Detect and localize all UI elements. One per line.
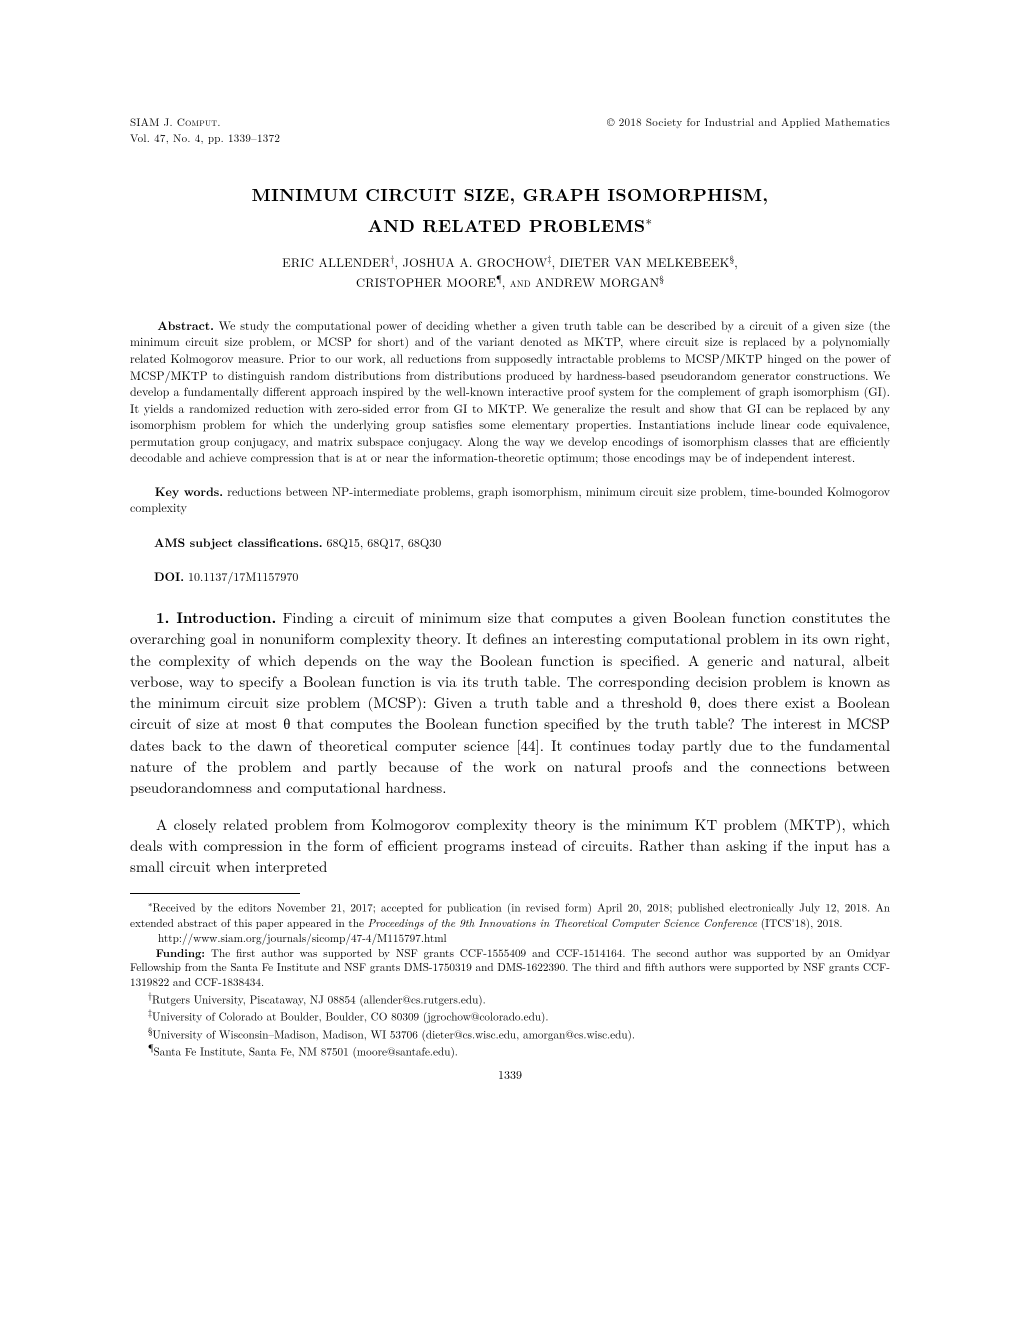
page-number: 1339	[130, 1066, 890, 1083]
author-4: CRISTOPHER MOORE	[356, 274, 496, 292]
footnote-affil-1: †Rutgers University, Piscataway, NJ 0885…	[130, 990, 890, 1008]
author-5: ANDREW MORGAN	[535, 274, 659, 292]
author-1: ERIC ALLENDER	[282, 253, 390, 271]
keywords-label: Key words.	[155, 482, 223, 500]
title-footnote-mark: ∗	[645, 210, 652, 229]
abstract-label: Abstract.	[157, 316, 214, 334]
copyright-line: © 2018 Society for Industrial and Applie…	[607, 115, 890, 130]
ams-label: AMS subject classifications.	[154, 533, 323, 551]
doi-text: 10.1137/17M1157970	[184, 568, 298, 585]
author-5-mark: §	[659, 272, 664, 285]
footnote-affil-3: §University of Wisconsin–Madison, Madiso…	[130, 1025, 890, 1043]
section-heading: 1. Introduction.	[156, 607, 276, 628]
paper-title-line2: AND RELATED PROBLEMS∗	[130, 210, 890, 238]
ams-text: 68Q15, 68Q17, 68Q30	[323, 534, 442, 551]
paper-page: SIAM J. Comput. © 2018 Society for Indus…	[0, 0, 1020, 1143]
volume-line: Vol. 47, No. 4, pp. 1339–1372	[130, 131, 890, 146]
author-block: ERIC ALLENDER†, JOSHUA A. GROCHOW‡, DIET…	[130, 252, 890, 293]
author-2: JOSHUA A. GROCHOW	[403, 253, 548, 271]
abstract-block: Abstract. We study the computational pow…	[130, 317, 890, 467]
keywords-text: reductions between NP-intermediate probl…	[130, 483, 890, 517]
doi-label: DOI.	[154, 567, 184, 585]
intro-paragraph-1-text: Finding a circuit of minimum size that c…	[130, 607, 890, 798]
ams-block: AMS subject classifications. 68Q15, 68Q1…	[130, 533, 890, 551]
footnote-affil-4: ¶Santa Fe Institute, Santa Fe, NM 87501 …	[130, 1042, 890, 1060]
abstract-text: We study the computational power of deci…	[130, 317, 890, 466]
footnote-rule	[130, 893, 300, 894]
keywords-block: Key words. reductions between NP-interme…	[130, 483, 890, 517]
footnote-received: ∗Received by the editors November 21, 20…	[130, 898, 890, 930]
running-header: SIAM J. Comput. © 2018 Society for Indus…	[130, 115, 890, 130]
paper-title-line1: MINIMUM CIRCUIT SIZE, GRAPH ISOMORPHISM,	[130, 182, 890, 207]
footnotes-block: ∗Received by the editors November 21, 20…	[130, 898, 890, 1059]
footnote-url: http://www.siam.org/journals/sicomp/47-4…	[130, 931, 890, 946]
doi-block: DOI. 10.1137/17M1157970	[130, 567, 890, 585]
intro-paragraph-2: A closely related problem from Kolmogoro…	[130, 814, 890, 878]
intro-paragraph-1: 1. Introduction. Finding a circuit of mi…	[130, 607, 890, 799]
author-3: DIETER VAN MELKEBEEK	[560, 253, 730, 271]
journal-name: SIAM J. Comput.	[130, 115, 221, 130]
footnote-affil-2: ‡University of Colorado at Boulder, Boul…	[130, 1007, 890, 1025]
footnote-funding: Funding: The first author was supported …	[130, 946, 890, 990]
